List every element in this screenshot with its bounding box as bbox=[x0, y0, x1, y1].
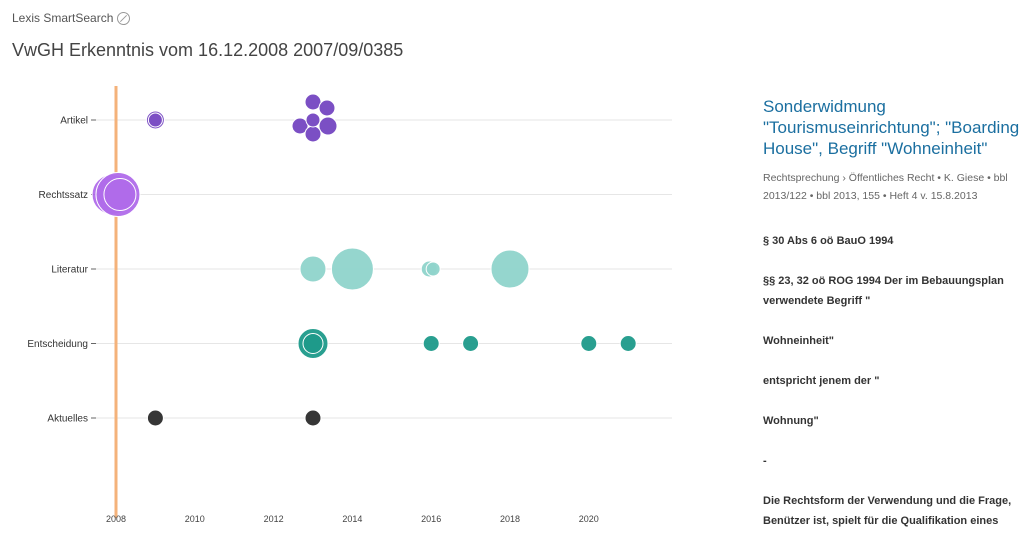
x-tick-label: 2014 bbox=[342, 514, 362, 524]
data-point[interactable] bbox=[304, 125, 322, 143]
data-point[interactable] bbox=[318, 116, 338, 136]
data-point[interactable] bbox=[422, 335, 440, 352]
row-label: Aktuelles bbox=[47, 414, 88, 425]
data-point[interactable] bbox=[580, 335, 598, 352]
selected-year-marker bbox=[114, 86, 118, 518]
x-tick-label: 2010 bbox=[185, 514, 205, 524]
row-label: Artikel bbox=[60, 116, 88, 127]
timeline-chart-svg: Artikel Rechtssatz Literatur Entscheidung Ak… bbox=[27, 86, 672, 524]
compass-icon[interactable] bbox=[117, 11, 131, 25]
data-point[interactable] bbox=[305, 112, 321, 128]
row-label: Rechtssatz bbox=[39, 190, 88, 201]
document-title[interactable]: Sonderwidmung "Tourismuseinrichtung"; "B… bbox=[763, 97, 1020, 158]
x-tick-label: 2020 bbox=[579, 514, 599, 524]
data-point[interactable] bbox=[299, 255, 327, 283]
app-title: Lexis SmartSearch bbox=[12, 11, 114, 25]
data-point[interactable] bbox=[304, 409, 322, 427]
data-point[interactable] bbox=[318, 99, 336, 117]
document-paragraph: Wohnung" bbox=[763, 415, 819, 427]
document-body: § 30 Abs 6 oö BauO 1994 §§ 23, 32 oö ROG… bbox=[763, 231, 1021, 531]
document-paragraph: - bbox=[763, 455, 767, 467]
row-label: Literatur bbox=[51, 265, 88, 276]
data-point[interactable] bbox=[302, 333, 324, 354]
document-paragraph: Die Rechtsform der Verwendung und die Fr… bbox=[763, 495, 1012, 527]
x-tick-label: 2012 bbox=[264, 514, 284, 524]
data-point[interactable] bbox=[146, 409, 164, 427]
x-tick-label: 2018 bbox=[500, 514, 520, 524]
data-point[interactable] bbox=[291, 117, 309, 135]
data-point[interactable] bbox=[425, 261, 441, 277]
app-header: Lexis SmartSearch bbox=[12, 8, 131, 28]
x-tick-label: 2008 bbox=[106, 514, 126, 524]
data-point[interactable] bbox=[103, 178, 137, 211]
timeline-chart: Artikel Rechtssatz Literatur Entscheidung Ak… bbox=[0, 78, 690, 538]
data-point[interactable] bbox=[462, 335, 480, 352]
document-detail: Sonderwidmung "Tourismuseinrichtung"; "B… bbox=[763, 96, 1021, 531]
data-point[interactable] bbox=[147, 112, 163, 128]
document-paragraph: §§ 23, 32 oö ROG 1994 Der im Bebauungspl… bbox=[763, 275, 1004, 307]
page-title: VwGH Erkenntnis vom 16.12.2008 2007/09/0… bbox=[12, 40, 404, 60]
document-paragraph: § 30 Abs 6 oö BauO 1994 bbox=[763, 235, 894, 247]
row-label: Entscheidung bbox=[27, 339, 88, 350]
x-tick-label: 2016 bbox=[421, 514, 441, 524]
data-point[interactable] bbox=[619, 335, 637, 352]
data-point[interactable] bbox=[490, 249, 530, 289]
data-point[interactable] bbox=[330, 247, 374, 291]
document-meta: Rechtsprechung › Öffentliches Recht • K.… bbox=[763, 172, 1008, 202]
document-paragraph: entspricht jenem der " bbox=[763, 375, 880, 387]
document-paragraph: Wohneinheit" bbox=[763, 335, 835, 347]
